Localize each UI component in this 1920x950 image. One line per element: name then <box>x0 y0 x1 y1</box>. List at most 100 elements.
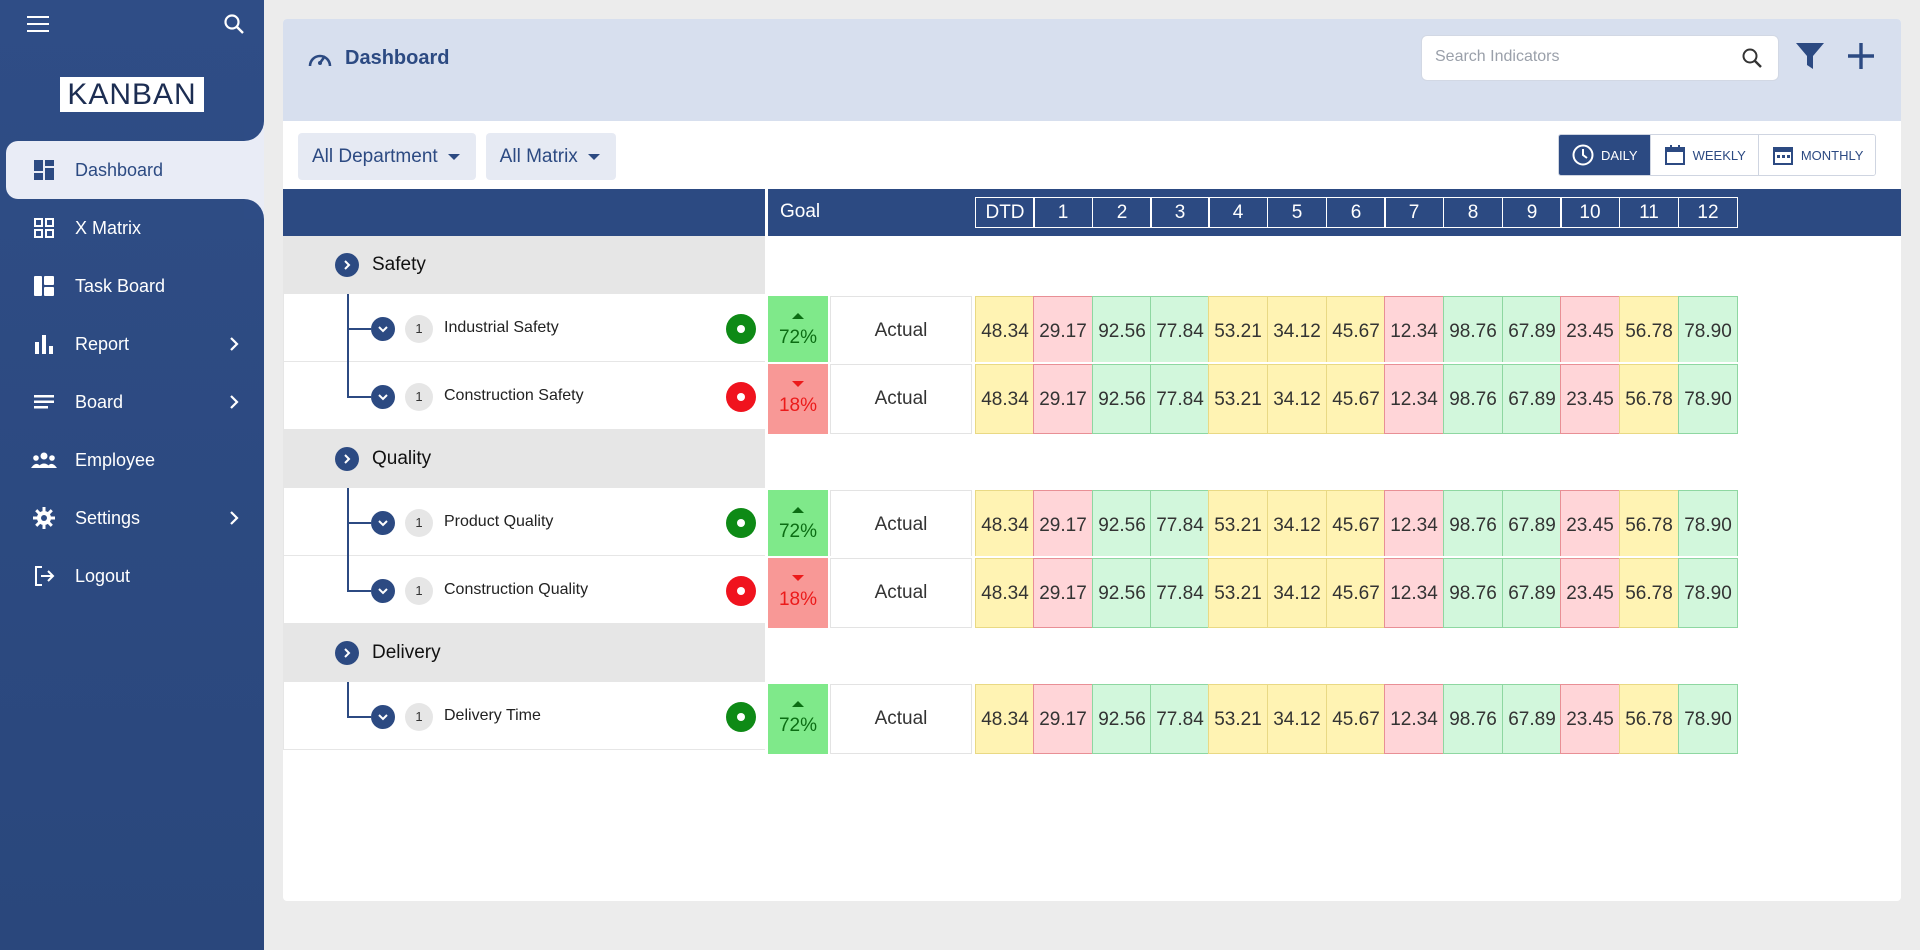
value-cell[interactable]: 48.34 <box>975 558 1035 628</box>
value-cell[interactable]: 78.90 <box>1678 684 1738 754</box>
value-cell[interactable]: 53.21 <box>1208 296 1268 366</box>
category-row[interactable]: Safety <box>283 236 765 294</box>
indicator-row[interactable]: 1 Product Quality <box>283 488 765 556</box>
value-cell[interactable]: 98.76 <box>1443 490 1503 560</box>
value-cell[interactable]: 34.12 <box>1267 296 1327 366</box>
sidebar-item-employee[interactable]: Employee <box>0 431 264 489</box>
expand-chevron-icon[interactable] <box>371 579 395 603</box>
value-cell[interactable]: 29.17 <box>1033 490 1093 560</box>
value-cell[interactable]: 67.89 <box>1502 490 1562 560</box>
value-cell[interactable]: 92.56 <box>1092 558 1152 628</box>
category-row[interactable]: Quality <box>283 430 765 488</box>
value-cell[interactable]: 78.90 <box>1678 364 1738 434</box>
value-cell[interactable]: 53.21 <box>1208 364 1268 434</box>
indicator-row[interactable]: 1 Delivery Time <box>283 682 765 750</box>
value-cell[interactable]: 98.76 <box>1443 296 1503 366</box>
monthly-button[interactable]: MONTHLY <box>1758 135 1876 175</box>
value-cell[interactable]: 56.78 <box>1619 684 1679 754</box>
indicator-row[interactable]: 1 Industrial Safety <box>283 294 765 362</box>
value-cell[interactable]: 48.34 <box>975 490 1035 560</box>
value-cell[interactable]: 34.12 <box>1267 684 1327 754</box>
value-cell[interactable]: 29.17 <box>1033 364 1093 434</box>
department-dropdown[interactable]: All Department <box>298 133 476 180</box>
value-cell[interactable]: 48.34 <box>975 364 1035 434</box>
value-cell[interactable]: 45.67 <box>1326 490 1386 560</box>
expand-chevron-icon[interactable] <box>335 641 359 665</box>
value-cell[interactable]: 92.56 <box>1092 364 1152 434</box>
value-cell[interactable]: 53.21 <box>1208 684 1268 754</box>
value-cell[interactable]: 34.12 <box>1267 364 1327 434</box>
value-cell[interactable]: 23.45 <box>1560 364 1620 434</box>
expand-chevron-icon[interactable] <box>335 253 359 277</box>
indicator-row[interactable]: 1 Construction Quality <box>283 556 765 624</box>
daily-button[interactable]: DAILY <box>1559 135 1651 175</box>
expand-chevron-icon[interactable] <box>371 511 395 535</box>
value-cell[interactable]: 12.34 <box>1384 490 1444 560</box>
matrix-dropdown[interactable]: All Matrix <box>485 133 616 180</box>
value-cell[interactable]: 48.34 <box>975 684 1035 754</box>
value-cell[interactable]: 23.45 <box>1560 558 1620 628</box>
value-cell[interactable]: 77.84 <box>1150 490 1210 560</box>
value-cell[interactable]: 53.21 <box>1208 558 1268 628</box>
sidebar-item-x-matrix[interactable]: X Matrix <box>0 199 264 257</box>
value-cell[interactable]: 12.34 <box>1384 364 1444 434</box>
value-cell[interactable]: 67.89 <box>1502 296 1562 366</box>
value-cell[interactable]: 78.90 <box>1678 296 1738 366</box>
value-cell[interactable]: 23.45 <box>1560 296 1620 366</box>
value-cell[interactable]: 34.12 <box>1267 558 1327 628</box>
value-cell[interactable]: 29.17 <box>1033 558 1093 628</box>
value-cell[interactable]: 45.67 <box>1326 296 1386 366</box>
search-icon[interactable] <box>1740 46 1764 70</box>
value-cell[interactable]: 45.67 <box>1326 558 1386 628</box>
value-cell[interactable]: 77.84 <box>1150 558 1210 628</box>
value-cell[interactable]: 56.78 <box>1619 296 1679 366</box>
sidebar-item-task-board[interactable]: Task Board <box>0 257 264 315</box>
add-icon[interactable] <box>1844 39 1880 75</box>
value-cell[interactable]: 92.56 <box>1092 490 1152 560</box>
expand-chevron-icon[interactable] <box>371 705 395 729</box>
value-cell[interactable]: 12.34 <box>1384 296 1444 366</box>
value-cell[interactable]: 12.34 <box>1384 684 1444 754</box>
value-cell[interactable]: 78.90 <box>1678 558 1738 628</box>
value-cell[interactable]: 56.78 <box>1619 490 1679 560</box>
sidebar-item-dashboard[interactable]: Dashboard <box>6 141 264 199</box>
value-cell[interactable]: 29.17 <box>1033 684 1093 754</box>
weekly-button[interactable]: WEEKLY <box>1650 135 1759 175</box>
value-cell[interactable]: 53.21 <box>1208 490 1268 560</box>
value-cell[interactable]: 56.78 <box>1619 558 1679 628</box>
value-cell[interactable]: 92.56 <box>1092 296 1152 366</box>
search-icon[interactable] <box>222 12 248 38</box>
sidebar-item-board[interactable]: Board <box>0 373 264 431</box>
value-cell[interactable]: 92.56 <box>1092 684 1152 754</box>
value-cell[interactable]: 56.78 <box>1619 364 1679 434</box>
sidebar-item-report[interactable]: Report <box>0 315 264 373</box>
expand-chevron-icon[interactable] <box>335 447 359 471</box>
value-cell[interactable]: 98.76 <box>1443 558 1503 628</box>
value-cell[interactable]: 34.12 <box>1267 490 1327 560</box>
expand-chevron-icon[interactable] <box>371 385 395 409</box>
value-cell[interactable]: 29.17 <box>1033 296 1093 366</box>
filter-icon[interactable] <box>1793 39 1829 75</box>
value-cell[interactable]: 12.34 <box>1384 558 1444 628</box>
value-cell[interactable]: 45.67 <box>1326 684 1386 754</box>
hamburger-menu-icon[interactable] <box>27 16 51 34</box>
value-cell[interactable]: 23.45 <box>1560 684 1620 754</box>
value-cell[interactable]: 67.89 <box>1502 684 1562 754</box>
value-cell[interactable]: 48.34 <box>975 296 1035 366</box>
value-cell[interactable]: 77.84 <box>1150 296 1210 366</box>
value-cell[interactable]: 45.67 <box>1326 364 1386 434</box>
expand-chevron-icon[interactable] <box>371 317 395 341</box>
value-cell[interactable]: 98.76 <box>1443 364 1503 434</box>
search-input[interactable] <box>1435 48 1725 66</box>
sidebar-item-settings[interactable]: Settings <box>0 489 264 547</box>
value-cell[interactable]: 78.90 <box>1678 490 1738 560</box>
indicator-row[interactable]: 1 Construction Safety <box>283 362 765 430</box>
value-cell[interactable]: 67.89 <box>1502 364 1562 434</box>
sidebar-item-logout[interactable]: Logout <box>0 547 264 605</box>
category-row[interactable]: Delivery <box>283 624 765 682</box>
value-cell[interactable]: 77.84 <box>1150 364 1210 434</box>
value-cell[interactable]: 98.76 <box>1443 684 1503 754</box>
value-cell[interactable]: 67.89 <box>1502 558 1562 628</box>
value-cell[interactable]: 23.45 <box>1560 490 1620 560</box>
value-cell[interactable]: 77.84 <box>1150 684 1210 754</box>
